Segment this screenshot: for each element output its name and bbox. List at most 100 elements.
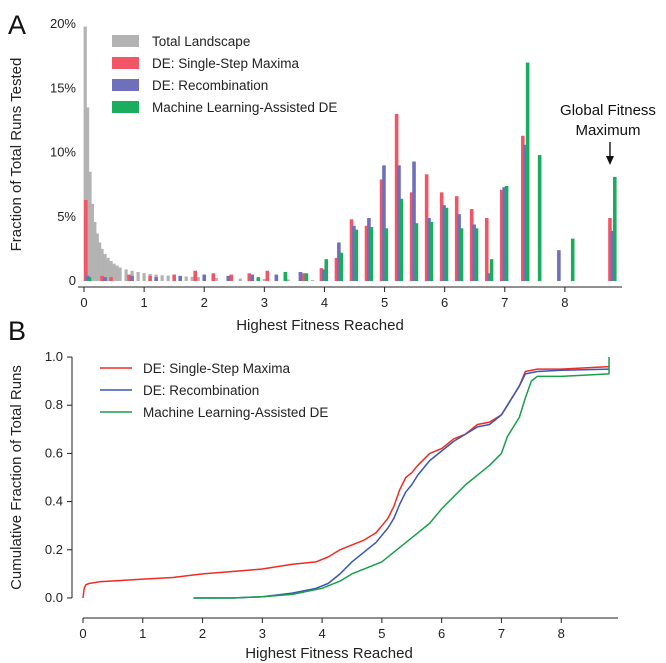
bar-de-recombination (457, 214, 461, 281)
bar-total-landscape (124, 269, 128, 281)
annotation-line-2: Maximum (575, 122, 640, 139)
legend-label-total-landscape: Total Landscape (152, 34, 250, 49)
bar-total-landscape (190, 276, 194, 281)
bar-machine-learning-assisted-de (384, 228, 389, 281)
bar-de-single-step-maxima (319, 268, 324, 281)
bar-de-single-step-maxima (172, 274, 176, 281)
legend-label-de-recombination: DE: Recombination (143, 383, 259, 398)
bar-de-single-step-maxima (439, 192, 444, 281)
bar-machine-learning-assisted-de (399, 198, 404, 281)
legend-label-de-recombination: DE: Recombination (152, 78, 268, 93)
bar-de-single-step-maxima (109, 277, 113, 281)
x-tick-label: 3 (259, 626, 266, 641)
bar-total-landscape (136, 272, 140, 281)
line-de-single-step-maxima (82, 365, 610, 599)
bar-total-landscape (88, 171, 92, 281)
legend-swatch-machine-learning-assisted-de (112, 101, 139, 113)
bar-de-single-step-maxima (100, 275, 104, 281)
bar-total-landscape (103, 254, 107, 281)
bar-total-landscape (196, 277, 200, 281)
bar-total-landscape (109, 261, 113, 281)
bar-de-single-step-maxima (379, 179, 384, 281)
bar-machine-learning-assisted-de (354, 229, 359, 281)
panel-a-y-ticks: 0 5% 10% 15% 20% (50, 16, 76, 288)
x-tick-label: 1 (141, 295, 148, 310)
bar-de-recombination (103, 277, 107, 281)
bar-machine-learning-assisted-de (283, 272, 288, 281)
panel-b-chart: 0 1 2 3 4 5 6 7 8 0.0 0.2 0.4 0.6 0.8 1.0 Highest Fit… (8, 349, 618, 662)
legend-label-machine-learning-assisted-de: Machine Learning-Assisted DE (152, 100, 337, 115)
bar-total-landscape (160, 275, 164, 281)
bar-de-single-step-maxima (148, 275, 152, 281)
panel-b-y-ticks: 0.0 0.2 0.4 0.6 0.8 1.0 (45, 349, 72, 605)
bar-de-recombination (154, 277, 158, 281)
bar-de-recombination (557, 250, 561, 281)
bar-de-recombination (472, 224, 476, 281)
y-tick-label: 0.4 (45, 494, 63, 509)
bar-machine-learning-assisted-de (339, 252, 344, 281)
y-tick-label: 20% (50, 16, 76, 31)
bar-de-single-step-maxima (334, 257, 339, 281)
bar-de-single-step-maxima (521, 135, 525, 281)
x-tick-label: 2 (199, 626, 206, 641)
bar-total-landscape (238, 278, 242, 281)
x-tick-label: 6 (441, 295, 448, 310)
bar-de-single-step-maxima (608, 218, 612, 281)
bar-de-recombination (502, 187, 506, 281)
x-tick-label: 0 (79, 626, 86, 641)
bar-machine-learning-assisted-de (525, 62, 530, 281)
y-tick-label: 0.6 (45, 445, 63, 460)
bar-total-landscape (86, 107, 90, 282)
bar-machine-learning-assisted-de (429, 221, 434, 281)
panel-b-letter: B (8, 316, 26, 346)
panel-b-y-axis-title: Cumulative Fraction of Total Runs (8, 365, 25, 590)
panel-a-letter: A (8, 10, 26, 40)
y-tick-label: 0.0 (45, 590, 63, 605)
bar-machine-learning-assisted-de (414, 223, 419, 281)
bar-de-single-step-maxima (211, 273, 216, 281)
bar-total-landscape (106, 257, 110, 281)
bar-total-landscape (166, 275, 170, 281)
bar-de-single-step-maxima (484, 218, 489, 281)
bar-total-landscape (115, 265, 119, 281)
bar-de-single-step-maxima (454, 196, 459, 281)
bar-total-landscape (142, 273, 146, 281)
x-tick-label: 6 (438, 626, 445, 641)
bar-machine-learning-assisted-de (444, 207, 449, 281)
x-tick-label: 0 (80, 295, 87, 310)
global-fitness-maximum-annotation: Global Fitness Maximum (560, 102, 656, 165)
bar-de-single-step-maxima (469, 209, 474, 281)
bar-de-recombination (274, 274, 279, 281)
bar-de-single-step-maxima (265, 270, 270, 281)
bar-total-landscape (112, 263, 116, 281)
bar-total-landscape (310, 279, 315, 281)
y-tick-label: 1.0 (45, 349, 63, 364)
panel-a-x-ticks: 0 1 2 3 4 5 6 7 8 (80, 287, 569, 310)
bar-de-single-step-maxima (364, 225, 369, 281)
bar-de-single-step-maxima (499, 189, 504, 281)
bar-total-landscape (95, 233, 99, 281)
bar-de-recombination (412, 161, 416, 281)
bar-machine-learning-assisted-de (324, 259, 329, 281)
bar-de-recombination (130, 275, 134, 281)
bar-total-landscape (100, 248, 104, 282)
bar-de-recombination (610, 230, 615, 281)
x-tick-label: 2 (201, 295, 208, 310)
bar-de-recombination (322, 269, 326, 281)
bar-total-landscape (214, 277, 218, 281)
bar-de-recombination (178, 275, 182, 281)
bar-de-recombination (367, 218, 371, 281)
bar-machine-learning-assisted-de (304, 273, 309, 281)
bar-de-recombination (298, 272, 303, 281)
bar-total-landscape (93, 221, 97, 281)
bar-total-landscape (83, 26, 87, 281)
x-tick-label: 8 (561, 295, 568, 310)
bar-de-recombination (442, 205, 446, 281)
bar-total-landscape (262, 278, 266, 281)
bar-de-single-step-maxima (127, 274, 131, 281)
bar-de-single-step-maxima (409, 192, 414, 281)
y-tick-label: 0.8 (45, 397, 63, 412)
bar-de-single-step-maxima (229, 274, 234, 281)
bar-total-landscape (286, 279, 290, 281)
line-machine-learning-assisted-de (193, 357, 610, 599)
